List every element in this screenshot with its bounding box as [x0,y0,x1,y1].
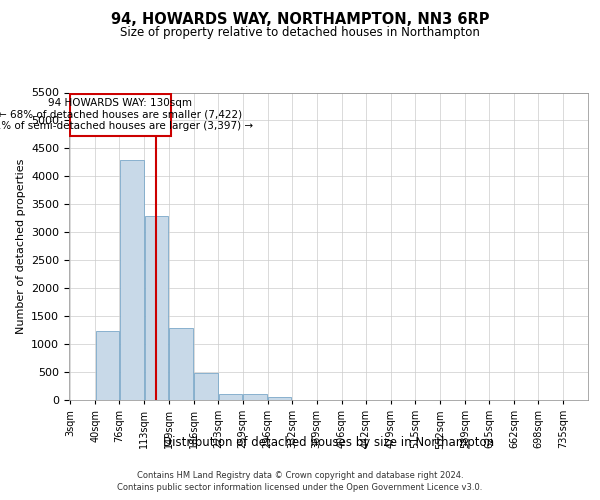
Bar [219,394,242,400]
Text: Contains HM Land Registry data © Crown copyright and database right 2024.: Contains HM Land Registry data © Crown c… [137,472,463,480]
Bar [95,331,119,400]
Bar [120,160,144,400]
Bar [194,373,218,400]
Bar [70,94,170,136]
Text: 94, HOWARDS WAY, NORTHAMPTON, NN3 6RP: 94, HOWARDS WAY, NORTHAMPTON, NN3 6RP [111,12,489,26]
Bar [243,394,267,400]
Bar [268,396,292,400]
Text: 94 HOWARDS WAY: 130sqm: 94 HOWARDS WAY: 130sqm [48,98,192,108]
Text: Contains public sector information licensed under the Open Government Licence v3: Contains public sector information licen… [118,483,482,492]
Bar [169,328,193,400]
Y-axis label: Number of detached properties: Number of detached properties [16,158,26,334]
Text: Size of property relative to detached houses in Northampton: Size of property relative to detached ho… [120,26,480,39]
Bar [145,216,168,400]
Text: 31% of semi-detached houses are larger (3,397) →: 31% of semi-detached houses are larger (… [0,122,253,132]
Text: ← 68% of detached houses are smaller (7,422): ← 68% of detached houses are smaller (7,… [0,110,242,120]
Text: Distribution of detached houses by size in Northampton: Distribution of detached houses by size … [163,436,494,449]
